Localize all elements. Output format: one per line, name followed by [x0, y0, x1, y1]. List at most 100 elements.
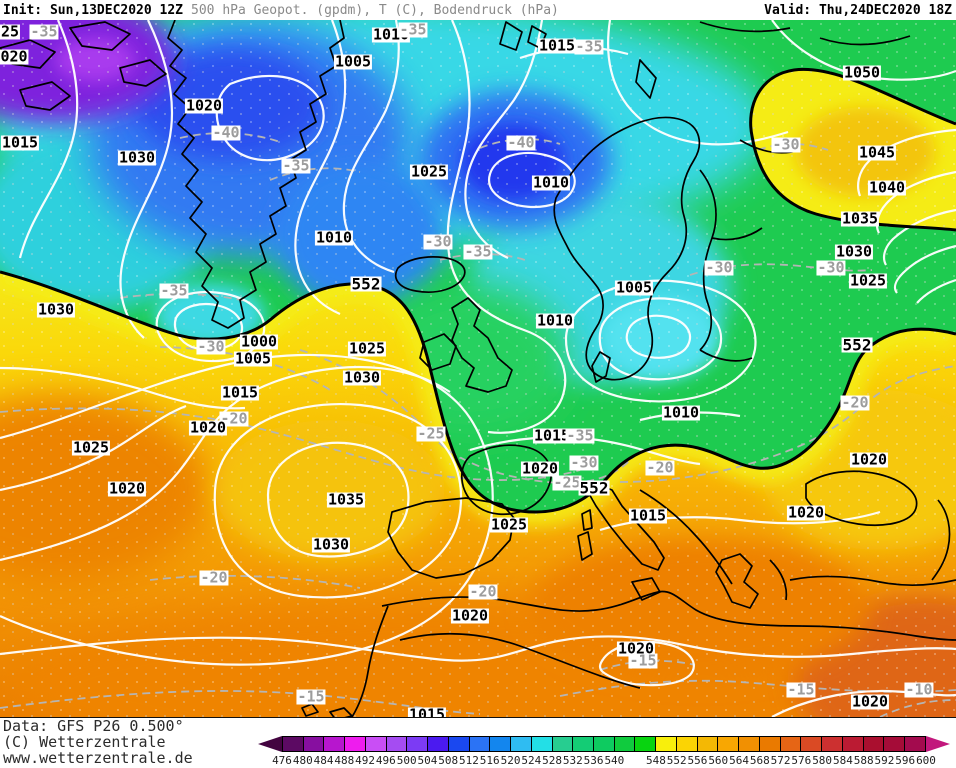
map-label-pressure: 1020 [850, 692, 890, 711]
colorbar-segment [364, 737, 386, 751]
colorbar-segment [758, 737, 780, 751]
map-label-pressure: 1030 [36, 300, 76, 319]
colorbar-tick: 528 [542, 754, 562, 767]
colorbar-tick: 508 [438, 754, 459, 767]
map-label-temp: -30 [704, 258, 734, 277]
map-label-temp: -20 [199, 568, 229, 587]
colorbar-segment [841, 737, 863, 751]
map-label-pressure: 1015 [220, 383, 260, 402]
colorbar-tick: 540 [604, 754, 625, 767]
colorbar-tick: 600 [916, 754, 936, 767]
colorbar-segment [551, 737, 573, 751]
colorbar-segment [283, 737, 303, 751]
colorbar-segment [696, 737, 718, 751]
colorbar-segment [427, 737, 448, 751]
map-label-temp: -30 [771, 135, 801, 154]
colorbar-tick: 592 [874, 754, 895, 767]
map-label-pressure: 1035 [326, 490, 366, 509]
map-label-pressure: 1015 [0, 133, 40, 152]
colorbar-tick: 596 [895, 754, 916, 767]
map-label-pressure: 1025 [848, 271, 888, 290]
colorbar-segment [613, 737, 635, 751]
colorbar-segment [344, 737, 365, 751]
colorbar-tick: 588 [853, 754, 874, 767]
colorbar-segment [593, 737, 614, 751]
colorbar-segment [779, 737, 801, 751]
colorbar-tick: 552 [666, 754, 687, 767]
map-label-temp: -40 [506, 133, 536, 152]
map-label-pressure: 1030 [342, 368, 382, 387]
colorbar-tick: 532 [562, 754, 583, 767]
colorbar-segment [883, 737, 905, 751]
map-label-pressure: 1010 [535, 311, 575, 330]
colorbar-tick: 580 [812, 754, 833, 767]
map-label-pressure: 1005 [333, 52, 373, 71]
map-label-temp: -40 [211, 123, 241, 142]
map-label-temp: -35 [565, 426, 595, 445]
colorbar-segment [634, 737, 656, 751]
map-label-temp: -35 [159, 281, 189, 300]
map-label-temp: -25 [416, 424, 446, 443]
colorbar-segment [510, 737, 531, 751]
map-label-pressure: 1045 [857, 143, 897, 162]
map-label-pressure: 1030 [834, 242, 874, 261]
map-label-temp: -30 [423, 232, 453, 251]
colorbar-tick: 476 [272, 754, 292, 767]
map-label-temp: -35 [398, 20, 428, 39]
weather-map: 25 -35 020 1015 1030 1020 -40 -35 1005 1010 -35 102… [0, 20, 956, 718]
map-label-pressure: 1020 [184, 96, 224, 115]
map-label-temp: -15 [786, 680, 816, 699]
colorbar-tick: 516 [479, 754, 500, 767]
map-label-pressure: 1015 [407, 707, 447, 717]
map-label-pressure: 1010 [661, 403, 701, 422]
map-label-pressure: 1020 [616, 639, 656, 658]
map-label-pressure: 1025 [489, 515, 529, 534]
map-label-temp: -35 [463, 242, 493, 261]
map-label-temp: -15 [628, 651, 658, 670]
map-label-pressure: 1035 [840, 209, 880, 228]
colorbar-tick: 496 [375, 754, 396, 767]
colorbar-segment [489, 737, 511, 751]
init-time-label: Init: Sun,13DEC2020 12Z [3, 2, 184, 18]
colorbar-segment [385, 737, 407, 751]
map-label-temp: -35 [281, 156, 311, 175]
colorbar-segment [821, 737, 842, 751]
map-label-pressure: 1020 [107, 479, 147, 498]
colorbar-tick: 492 [355, 754, 376, 767]
map-label-pressure: 1005 [233, 349, 273, 368]
map-label-temp: -30 [569, 453, 599, 472]
map-label-temp: -30 [196, 337, 226, 356]
map-label-pressure: 1040 [867, 178, 907, 197]
colorbar-tick: 480 [292, 754, 313, 767]
weather-map-svg [0, 20, 956, 717]
colorbar-tick: 568 [749, 754, 770, 767]
colorbar-tick: 500 [396, 754, 417, 767]
map-label-pressure: 1015 [532, 426, 572, 445]
colorbar-tick: 520 [500, 754, 521, 767]
colorbar-segment [862, 737, 884, 751]
data-source-label: Data: GFS P26 0.500° [3, 717, 184, 735]
colorbar-segment [468, 737, 490, 751]
colorbar-tick: 488 [334, 754, 355, 767]
map-label-pressure: 1020 [849, 450, 889, 469]
footer-text: Data: GFS P26 0.500° (C) Wetterzentrale … [3, 718, 193, 766]
map-title-bar: Init: Sun,13DEC2020 12Z 500 hPa Geopot. … [0, 0, 956, 20]
colorbar-segment [406, 737, 428, 751]
map-label-temp: -25 [552, 473, 582, 492]
website-label: www.wetterzentrale.de [3, 749, 193, 767]
colorbar-segment [447, 737, 469, 751]
map-label-geopot: 552 [841, 335, 873, 355]
colorbar-left-arrow-icon [258, 736, 282, 752]
colorbar-tick: 576 [791, 754, 812, 767]
colorbar-tick: 560 [708, 754, 729, 767]
colorbar-segment [323, 737, 345, 751]
colorbar-segment [572, 737, 594, 751]
colorbar-tick: 512 [459, 754, 479, 767]
footer: Data: GFS P26 0.500° (C) Wetterzentrale … [0, 718, 956, 768]
map-label-pressure: 1020 [188, 418, 228, 437]
geopotential-colorbar: 476 480 484 488 492 496 500 504 508 512 516 520 524 5… [258, 736, 950, 767]
colorbar-segment [530, 737, 552, 751]
colorbar-right-arrow-icon [926, 736, 950, 752]
colorbar-segment [904, 737, 925, 751]
colorbar-tick: 524 [521, 754, 542, 767]
